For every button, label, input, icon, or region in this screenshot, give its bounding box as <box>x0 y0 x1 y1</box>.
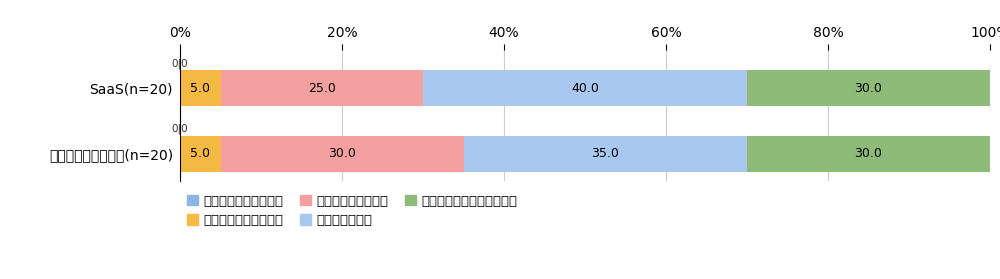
Text: 0|0: 0|0 <box>172 58 188 69</box>
Text: 35.0: 35.0 <box>591 147 619 160</box>
Text: 25.0: 25.0 <box>308 82 336 95</box>
Legend: 全社的に活用している, 事業部で活用している, 活用を検討している, 活用していない, この手法・技術は知らない: 全社的に活用している, 事業部で活用している, 活用を検討している, 活用してい… <box>187 194 518 227</box>
Bar <box>180 70 220 106</box>
Text: 30.0: 30.0 <box>855 147 882 160</box>
Bar <box>423 70 747 106</box>
Bar <box>747 70 990 106</box>
Bar <box>747 136 990 172</box>
Text: 30.0: 30.0 <box>855 82 882 95</box>
Bar <box>220 136 464 172</box>
Text: 0|0: 0|0 <box>172 124 188 134</box>
Text: 5.0: 5.0 <box>190 82 210 95</box>
Bar <box>220 70 423 106</box>
Text: 40.0: 40.0 <box>571 82 599 95</box>
Text: 5.0: 5.0 <box>190 147 210 160</box>
Bar <box>464 136 747 172</box>
Text: 30.0: 30.0 <box>328 147 356 160</box>
Bar <box>180 136 220 172</box>
